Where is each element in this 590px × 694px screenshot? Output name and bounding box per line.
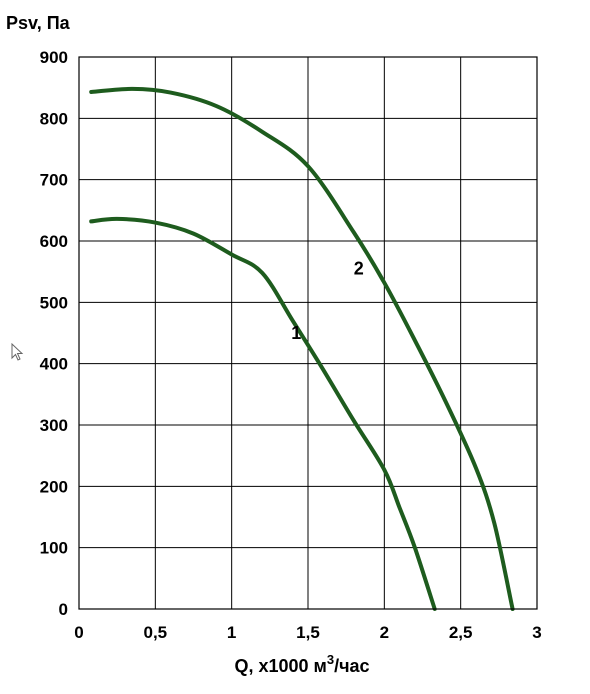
y-tick-label: 700 <box>40 171 68 190</box>
y-tick-label: 500 <box>40 293 68 312</box>
y-axis-title: Psv, Па <box>6 13 71 33</box>
mouse-cursor-icon <box>11 343 24 361</box>
y-tick-label: 200 <box>40 477 68 496</box>
x-tick-label: 3 <box>532 623 541 642</box>
y-tick-label: 0 <box>59 600 68 619</box>
y-tick-label: 600 <box>40 232 68 251</box>
x-axis-title: Q, x1000 м3/час <box>234 652 369 676</box>
x-axis-title-sup: 3 <box>327 652 334 667</box>
series-label-2: 2 <box>354 259 364 279</box>
x-axis-title-suffix: /час <box>334 656 369 676</box>
x-tick-label: 0,5 <box>144 623 168 642</box>
x-tick-label: 0 <box>74 623 83 642</box>
y-tick-label: 800 <box>40 109 68 128</box>
x-tick-labels: 0 0,5 1 1,5 2 2,5 3 <box>74 623 541 642</box>
x-tick-label: 1 <box>227 623 236 642</box>
grid <box>78 56 538 610</box>
x-tick-label: 1,5 <box>296 623 320 642</box>
series-group: 12 <box>89 86 515 611</box>
y-tick-label: 300 <box>40 416 68 435</box>
y-tick-label: 400 <box>40 355 68 374</box>
plot-frame <box>78 56 538 610</box>
y-tick-label: 900 <box>40 48 68 67</box>
x-axis-title-main: Q, x1000 м <box>234 656 326 676</box>
series-line-2 <box>89 86 515 611</box>
series-line-1 <box>89 216 437 611</box>
x-tick-label: 2 <box>380 623 389 642</box>
y-tick-labels: 0 100 200 300 400 500 600 700 800 900 <box>40 48 68 619</box>
series-label-1: 1 <box>291 323 301 343</box>
y-tick-label: 100 <box>40 539 68 558</box>
x-tick-label: 2,5 <box>449 623 473 642</box>
